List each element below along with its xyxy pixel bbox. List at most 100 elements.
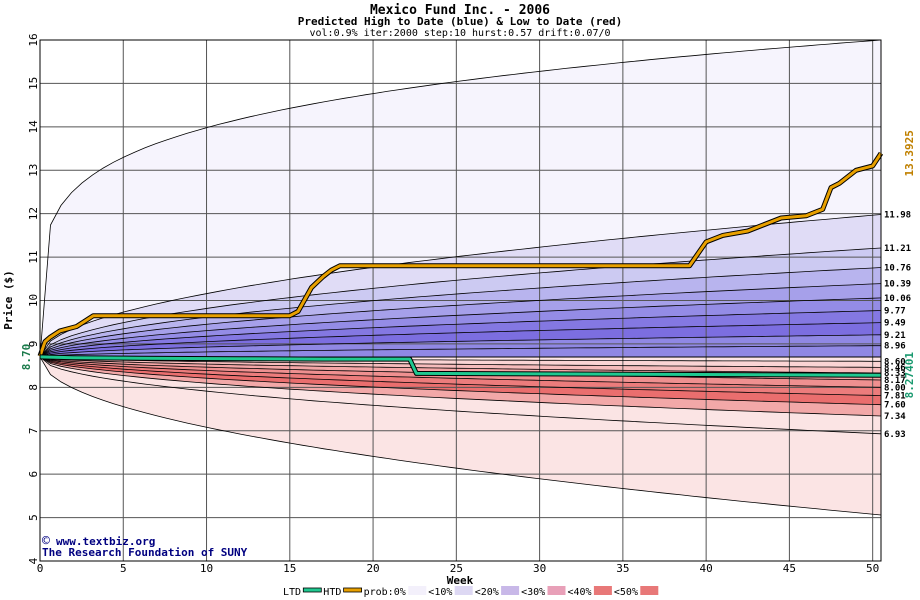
axes: 0 5 10 15 20 25 30 35 40 45 5045678910111213141516… — [20, 33, 879, 575]
band-low-7 — [40, 356, 881, 374]
end-label-7.81: 7.81 — [884, 392, 906, 402]
quantile-line-7.60 — [39, 356, 882, 406]
end-label-11.21: 11.21 — [884, 244, 911, 254]
quantile-line-8.96 — [39, 345, 881, 358]
chart-subtitle: Predicted High to Date (blue) & Low to D… — [298, 15, 623, 28]
y-tick-label: 8 — [27, 384, 40, 391]
legend: LTD HTD prob:0% <10% <20% <30% <40% <50% — [283, 586, 659, 598]
band-high-8 — [40, 334, 881, 357]
end-label-8.96: 8.96 — [884, 342, 906, 352]
legend-label-2: prob:0% — [364, 587, 406, 598]
y-tick-label: 14 — [27, 120, 40, 134]
band-high-7 — [40, 322, 881, 357]
band-high-max — [40, 40, 881, 357]
quantile-line-9.77 — [39, 310, 882, 358]
band-high-4 — [40, 283, 881, 357]
x-tick-label: 15 — [283, 562, 296, 575]
end-label-11.98: 11.98 — [884, 211, 911, 221]
legend-label-4: <20% — [475, 587, 499, 598]
band-high-1 — [40, 214, 881, 357]
quantile-line-11.98 — [39, 214, 882, 358]
quantile-line-8.00 — [39, 356, 882, 388]
quantile-line-10.39 — [39, 283, 882, 358]
legend-label-6: <40% — [568, 587, 592, 598]
band-low-4 — [40, 356, 881, 396]
legend-label-3: <10% — [428, 587, 452, 598]
y-tick-label: 13 — [27, 164, 40, 177]
quantile-line-8.33 — [39, 356, 882, 374]
band-low-1 — [40, 356, 881, 434]
end-label-10.39: 10.39 — [884, 280, 911, 290]
x-tick-label: 25 — [450, 562, 463, 575]
legend-swatch-0 — [302, 587, 322, 593]
end-label-8.00: 8.00 — [884, 383, 906, 393]
quantile-line-9.49 — [39, 322, 882, 358]
series-ltd-end-label: 8.27401 — [903, 352, 916, 399]
x-tick-label: 20 — [366, 562, 379, 575]
quantile-line-10.76 — [39, 267, 882, 358]
end-label-6.93: 6.93 — [884, 430, 906, 440]
end-label-7.60: 7.60 — [884, 401, 906, 411]
band-high-5 — [40, 297, 881, 357]
band-low-3 — [40, 356, 881, 405]
x-tick-label: 10 — [200, 562, 213, 575]
credits: © www.textbiz.org The Research Foundatio… — [42, 534, 248, 559]
band-high-outside — [40, 40, 881, 357]
legend-swatch-4 — [501, 586, 520, 595]
quantile-lines — [39, 39, 882, 516]
end-label-10.06: 10.06 — [884, 294, 911, 304]
band-high-6 — [40, 310, 881, 357]
x-axis-title: Week — [447, 574, 474, 587]
end-label-8.17: 8.17 — [884, 376, 906, 386]
quantile-line-7.81 — [39, 356, 882, 396]
legend-label-5: <30% — [521, 587, 545, 598]
x-tick-label: 0 — [37, 562, 44, 575]
y-tick-label: 7 — [27, 427, 40, 434]
end-label-8.60: 8.60 — [884, 357, 906, 367]
quantile-line-7.34 — [39, 356, 882, 417]
x-tick-label: 50 — [866, 562, 879, 575]
band-low-outside — [40, 356, 881, 561]
legend-swatch-5 — [547, 586, 566, 595]
quantile-line-9.21 — [39, 334, 882, 358]
quantile-line-11.21 — [39, 247, 882, 358]
end-labels: 11.98 11.21 10.76 10.39 10.06 9.77 9.49 9.218.9… — [884, 130, 916, 440]
chart-title: Mexico Fund Inc. - 2006 — [370, 3, 550, 18]
y-tick-label: 9 — [27, 341, 40, 348]
end-label-9.21: 9.21 — [884, 331, 906, 341]
band-high-3 — [40, 267, 881, 357]
series-lines — [37, 151, 884, 378]
y-tick-label: 11 — [27, 250, 40, 263]
quantile-line-10.06 — [39, 297, 882, 358]
y-tick-label: 10 — [27, 294, 40, 307]
start-price-label: 8.70 — [20, 344, 33, 371]
series-htd-end-label: 13.3925 — [903, 130, 916, 176]
end-label-7.34: 7.34 — [884, 412, 906, 422]
credit-copyright-symbol: © — [42, 534, 50, 549]
x-tick-label: 5 — [120, 562, 127, 575]
plot-frame — [39, 39, 882, 562]
chart-params: vol:0.9% iter:2000 step:10 hurst:0.57 dr… — [309, 28, 610, 39]
legend-label-1: HTD — [323, 587, 341, 598]
x-tick-label: 45 — [783, 562, 796, 575]
y-tick-label: 15 — [27, 77, 40, 90]
band-low-5 — [40, 356, 881, 388]
legend-swatch-6 — [593, 586, 612, 595]
series-ltd-line — [39, 355, 882, 377]
band-low-min — [40, 356, 881, 515]
x-tick-label: 30 — [533, 562, 546, 575]
legend-label-0: LTD — [283, 587, 301, 598]
x-tick-label: 40 — [700, 562, 713, 575]
band-high-2 — [40, 247, 881, 357]
legend-swatch-1 — [343, 587, 363, 593]
end-label-10.76: 10.76 — [884, 264, 911, 274]
credit-website: www.textbiz.org — [56, 535, 155, 548]
y-tick-label: 6 — [27, 471, 40, 478]
legend-swatch-7 — [640, 586, 659, 595]
y-tick-label: 12 — [27, 207, 40, 220]
legend-swatch-3 — [454, 586, 473, 595]
series-htd-line — [38, 152, 883, 357]
band-high-9 — [40, 345, 881, 357]
y-tick-label: 5 — [27, 514, 40, 521]
